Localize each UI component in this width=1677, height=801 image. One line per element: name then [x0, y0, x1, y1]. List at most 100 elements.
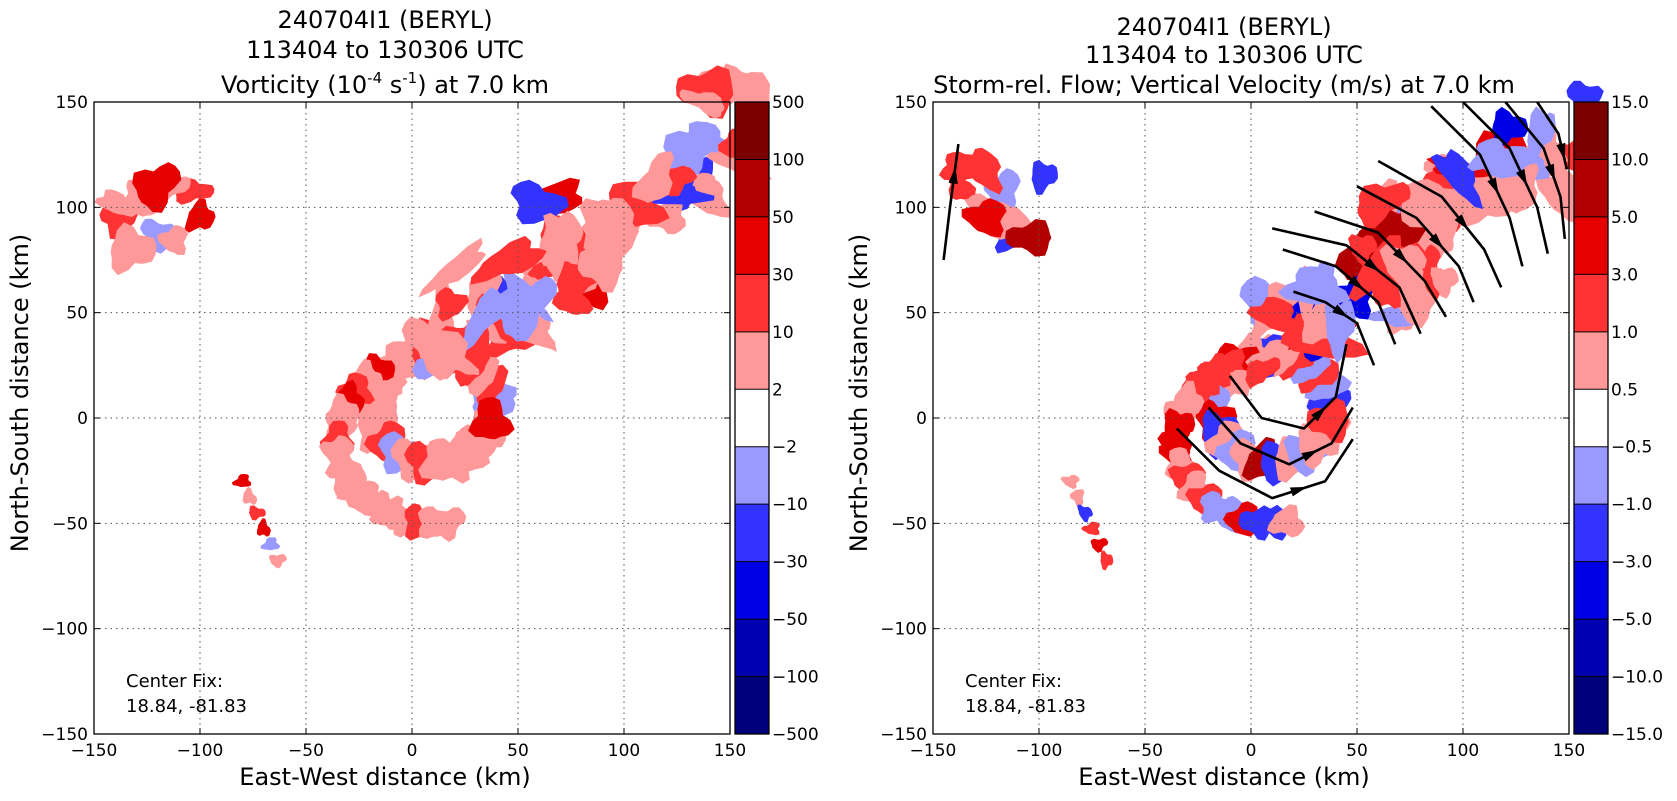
- colorbar-label: −3.0: [1611, 553, 1652, 573]
- field-cell: [1005, 219, 1052, 257]
- colorbar-segment: [735, 446, 769, 505]
- field-cell: [579, 197, 635, 253]
- chart-title-line3: Vorticity (10-4 s-1) at 7.0 km: [221, 69, 549, 99]
- colorbar-segment: [1574, 619, 1608, 678]
- colorbar-frame: [1573, 101, 1609, 735]
- x-tick-label: 100: [1447, 741, 1479, 761]
- x-tick-label: −150: [71, 741, 118, 761]
- field-cell: [1069, 489, 1085, 507]
- field-cell: [249, 505, 266, 521]
- field-cell: [631, 151, 674, 203]
- y-tick-label: 100: [895, 198, 927, 218]
- streamline-arrow: [1348, 275, 1364, 291]
- streamline: [1175, 427, 1354, 500]
- colorbar-label: 3.0: [1611, 265, 1638, 285]
- y-tick-label: −150: [880, 725, 927, 745]
- y-tick-label: 150: [56, 93, 88, 113]
- x-tick-label: 150: [714, 741, 746, 761]
- x-tick-label: 50: [1346, 741, 1368, 761]
- field-layer: [94, 63, 773, 569]
- colorbar-segment: [735, 331, 769, 390]
- streamline-arrow: [1487, 177, 1499, 195]
- field-cell: [1031, 159, 1058, 195]
- colorbar-label: −5.0: [1611, 610, 1652, 630]
- colorbar-segment: [1574, 274, 1608, 333]
- x-tick-label: 50: [507, 741, 529, 761]
- colorbar-label: −100: [772, 668, 819, 688]
- colorbar-label: −10: [772, 495, 808, 515]
- colorbar-segment: [1574, 102, 1608, 160]
- field-cell: [1100, 550, 1114, 571]
- streamline: [1207, 406, 1354, 466]
- field-cell: [577, 240, 623, 293]
- field-cell: [470, 235, 547, 285]
- field-cell: [260, 537, 281, 551]
- field-cell: [110, 222, 157, 276]
- x-tick-label: −100: [177, 741, 224, 761]
- colorbar-label: 50: [772, 208, 794, 228]
- colorbar-label: 100: [772, 150, 804, 170]
- colorbar-segment: [1574, 159, 1608, 218]
- colorbar: 15.0 10.0 5.0 3.0 1.0 0.5 −0.5 −1.0 −3.0 −5.0 −10.…: [1573, 93, 1663, 745]
- x-tick-label: 0: [1246, 741, 1257, 761]
- chart-title-line2: 113404 to 130306 UTC: [1085, 41, 1363, 69]
- field-cell: [1245, 357, 1281, 391]
- colorbar-label: 10.0: [1611, 150, 1649, 170]
- field-cell: [1246, 296, 1303, 336]
- streamline-arrow: [1289, 486, 1308, 497]
- colorbar-label: 500: [772, 93, 804, 113]
- streamline-arrow: [1301, 449, 1319, 462]
- field-cell: [955, 147, 1004, 195]
- y-tick-label: 0: [77, 409, 88, 429]
- colorbar-label: −2: [772, 438, 797, 458]
- field-cell: [1430, 267, 1459, 299]
- field-cell: [938, 151, 981, 182]
- y-tick-label: −50: [52, 514, 88, 534]
- colorbar-label: −500: [772, 725, 819, 745]
- x-tick-label: −50: [1127, 741, 1163, 761]
- y-tick-label: 150: [895, 93, 927, 113]
- field-cell: [429, 507, 467, 542]
- colorbar-segment: [735, 676, 769, 735]
- field-cell: [1081, 521, 1100, 536]
- x-tick-label: 150: [1553, 741, 1585, 761]
- colorbar-segment: [735, 274, 769, 333]
- center-fix-coords: 18.84, -81.83: [126, 696, 247, 717]
- streamline-arrow: [948, 166, 958, 184]
- colorbar-label: 0.5: [1611, 380, 1638, 400]
- x-tick-label: −50: [288, 741, 324, 761]
- center-fix-coords: 18.84, -81.83: [965, 696, 1086, 717]
- field-cell: [539, 223, 578, 267]
- colorbar-label: 15.0: [1611, 93, 1649, 113]
- field-cell: [242, 486, 258, 505]
- streamlines: [942, 101, 1569, 500]
- field-cell: [435, 287, 470, 322]
- vorticity-panel: 240704I1 (BERYL) 113404 to 130306 UTC Vo…: [0, 0, 838, 797]
- field-cell: [231, 474, 252, 488]
- field-cell: [1348, 234, 1378, 266]
- colorbar-segment: [1574, 446, 1608, 505]
- colorbar-segment: [1574, 561, 1608, 620]
- colorbar-segment: [1574, 389, 1608, 448]
- colorbar-label: −15.0: [1611, 725, 1663, 745]
- x-axis-label: East-West distance (km): [239, 763, 530, 791]
- field-cell: [418, 237, 487, 298]
- field-cell: [1466, 137, 1517, 172]
- field-cell: [1324, 296, 1356, 364]
- field-cell: [1379, 244, 1427, 291]
- colorbar-label: 2: [772, 380, 783, 400]
- colorbar: 500 100 50 30 10 2 −2 −10 −30 −50 −100 −500: [734, 93, 819, 745]
- field-cell: [1090, 538, 1109, 553]
- streamline: [1228, 344, 1348, 430]
- x-tick-label: −150: [910, 741, 957, 761]
- field-cell: [510, 179, 569, 225]
- y-axis-label: North-South distance (km): [6, 234, 34, 553]
- y-tick-label: −100: [880, 620, 927, 640]
- streamline-arrow: [1556, 142, 1566, 161]
- field-cell: [1277, 266, 1351, 305]
- colorbar-segment: [735, 216, 769, 275]
- center-fix-label: Center Fix:: [126, 671, 223, 692]
- colorbar-segment: [735, 561, 769, 620]
- streamline-arrow: [1311, 406, 1327, 422]
- colorbar-label: −1.0: [1611, 495, 1652, 515]
